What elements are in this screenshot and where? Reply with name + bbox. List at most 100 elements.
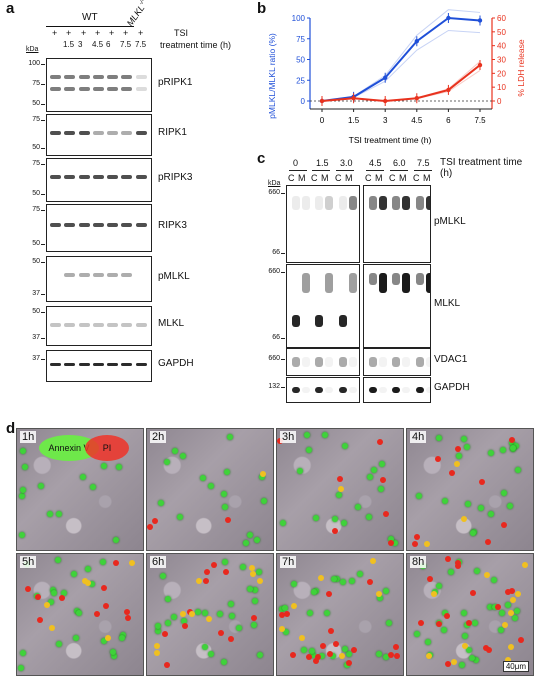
c-blot-right-gapdh (363, 377, 431, 403)
band (315, 357, 323, 367)
band (64, 75, 75, 79)
fraction-bracket (390, 170, 408, 171)
pi-cell (37, 617, 43, 623)
annexin-cell (247, 532, 253, 538)
blot-pripk3 (46, 158, 152, 202)
data-point (477, 18, 483, 23)
pi-cell (380, 477, 386, 483)
pi-cell (225, 517, 231, 523)
band (64, 223, 75, 227)
annexin-cell (342, 443, 348, 449)
pi-cell (370, 558, 376, 564)
annexin-cell (254, 537, 260, 543)
annexin-cell (202, 610, 208, 616)
band (107, 323, 118, 327)
pi-cell (249, 565, 255, 571)
band (315, 315, 323, 327)
band (79, 273, 90, 277)
band (64, 363, 75, 366)
pi-cell (470, 590, 476, 596)
annexin-cell (357, 571, 363, 577)
band (107, 75, 118, 79)
mw-tick (41, 359, 45, 360)
y-right-tick-label: 10 (497, 83, 506, 92)
fraction-label: C (365, 173, 372, 183)
mw-marker: 75 (32, 116, 40, 123)
pi-cell (162, 631, 168, 637)
pi-cell (435, 456, 441, 462)
band (349, 273, 357, 293)
pi-cell (485, 539, 491, 545)
y-right-tick-label: 40 (497, 42, 506, 51)
pi-cell (211, 562, 217, 568)
mw-tick (41, 120, 45, 121)
band (369, 196, 377, 210)
ratio-ldh-chart: pMLKL/MLKL ratio (%) % LDH release TSI t… (267, 9, 526, 145)
pi-cell (444, 613, 450, 619)
annexin-cell (19, 532, 25, 538)
mw-tick (41, 244, 45, 245)
pi-cell (455, 446, 461, 452)
c-time-label: 6.0 (393, 158, 406, 168)
c-blot-left-mlkl (286, 264, 360, 348)
annexin-cell (488, 511, 494, 517)
band (121, 363, 132, 366)
x-axis-label: TSI treatment time (h) (349, 135, 432, 145)
c-mw-tick (281, 253, 285, 254)
data-point (446, 15, 451, 21)
pi-legend: PI (85, 435, 129, 461)
pi-cell (180, 611, 186, 617)
annexin-cell (116, 464, 122, 470)
annexin-cell (177, 514, 183, 520)
c-blot-right-mlkl (363, 264, 431, 348)
band (93, 131, 104, 135)
y-right-tick-label: 0 (497, 97, 502, 106)
band (50, 273, 61, 277)
pi-cell (147, 524, 153, 530)
c-blot-left-pmlkl (286, 185, 360, 263)
pi-cell (129, 560, 135, 566)
annexin-cell (20, 448, 26, 454)
pi-cell (522, 562, 528, 568)
annexin-cell (47, 511, 53, 517)
time-label: 7.5 (120, 40, 132, 49)
annexin-cell (414, 631, 420, 637)
annexin-cell (259, 474, 265, 480)
annexin-cell (221, 659, 227, 665)
annexin-cell (171, 614, 177, 620)
annexin-cell (208, 483, 214, 489)
c-time-label: 3.0 (340, 158, 353, 168)
annexin-cell (512, 615, 518, 621)
annexin-cell (510, 445, 516, 451)
band (107, 273, 118, 277)
pi-cell (82, 578, 88, 584)
pi-cell (509, 437, 515, 443)
pi-cell (326, 591, 332, 597)
mw-tick (41, 210, 45, 211)
pi-cell (44, 602, 50, 608)
pi-cell (508, 610, 514, 616)
timepoint-label: 6h (150, 556, 167, 568)
annexin-cell (500, 447, 506, 453)
scale-bar: 40μm (502, 661, 529, 672)
annexin-cell (56, 641, 62, 647)
mw-marker: 37 (32, 290, 40, 297)
pi-cell (318, 575, 324, 581)
band (315, 196, 323, 210)
annexin-cell (478, 505, 484, 511)
mw-marker: 50 (32, 190, 40, 197)
band (325, 196, 333, 210)
annexin-cell (164, 459, 170, 465)
pi-cell (484, 572, 490, 578)
data-point (351, 96, 356, 101)
band (50, 223, 61, 227)
micrograph-4h: 4h (406, 428, 534, 551)
annexin-cell (252, 598, 258, 604)
band (136, 363, 147, 366)
annexin-cell (491, 577, 497, 583)
annexin-cell (416, 493, 422, 499)
annexin-cell (309, 648, 315, 654)
x-tick-label: 3 (383, 116, 388, 125)
annexin-cell (334, 576, 340, 582)
annexin-cell (514, 608, 520, 614)
